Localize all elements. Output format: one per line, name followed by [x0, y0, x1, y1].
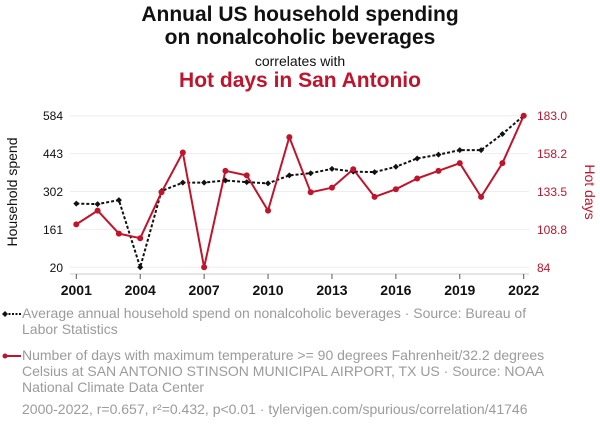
data-point-household-spend [286, 172, 293, 179]
data-point-hot-days [243, 172, 250, 179]
data-point-hot-days [328, 184, 335, 191]
data-point-hot-days [414, 175, 421, 182]
x-tick-label: 2019 [444, 282, 475, 298]
legend-marker-dotted-diamond-icon [2, 311, 21, 317]
data-point-household-spend [73, 200, 80, 207]
data-point-hot-days [179, 149, 186, 156]
data-point-household-spend [222, 177, 229, 184]
chart-title-line1: Annual US household spending [141, 3, 459, 26]
data-point-hot-days [286, 134, 293, 141]
data-point-household-spend [414, 155, 421, 162]
y-tick-label-left: 20 [50, 261, 64, 275]
x-tick-label: 2013 [316, 282, 347, 298]
y-tick-label-left: 302 [43, 185, 63, 199]
x-tick-label: 2007 [189, 282, 220, 298]
y-axis-right-label: Hot days [582, 164, 598, 219]
data-point-hot-days [222, 167, 229, 174]
legend-label-line2: Celsius at SAN ANTONIO STINSON MUNICIPAL… [22, 363, 545, 379]
data-point-household-spend [201, 179, 208, 186]
data-point-hot-days [307, 189, 314, 196]
data-point-hot-days [137, 235, 144, 242]
data-point-hot-days [435, 167, 442, 174]
legend-label-line3: National Climate Data Center [22, 379, 205, 395]
gridlines [70, 115, 529, 268]
chart-subtitle: correlates with [254, 53, 346, 69]
chart-title: Annual US household spending on nonalcoh… [0, 3, 600, 49]
data-point-hot-days [94, 207, 101, 214]
data-point-household-spend [478, 147, 485, 154]
data-point-household-spend [115, 197, 122, 204]
data-point-household-spend [137, 264, 144, 271]
data-point-hot-days [456, 160, 463, 167]
chart-title-line2: on nonalcoholic beverages [164, 26, 436, 49]
x-tick-label: 2010 [252, 282, 283, 298]
series-points [73, 112, 527, 271]
data-point-hot-days [392, 186, 399, 193]
x-tick-label: 2004 [125, 282, 156, 298]
series-line-household-spend [76, 114, 525, 269]
y-tick-label-left: 584 [43, 109, 63, 123]
data-point-hot-days [158, 189, 165, 196]
legend-marker-solid-circle-icon [2, 353, 21, 359]
legend-label-line2: Labor Statistics [22, 321, 118, 337]
data-point-household-spend [456, 147, 463, 154]
data-point-household-spend [179, 179, 186, 186]
series-lines [75, 114, 525, 269]
y-axis-left-label: Household spend [4, 138, 20, 247]
data-point-hot-days [201, 264, 208, 271]
data-point-household-spend [94, 201, 101, 208]
data-point-household-spend [371, 169, 378, 176]
data-point-hot-days [115, 230, 122, 237]
x-tick-label: 2016 [380, 282, 411, 298]
y-axis-right-ticks: 183.0 158.2 133.5 108.8 84 [537, 109, 567, 275]
y-tick-label-right: 84 [537, 261, 551, 275]
y-tick-label-right: 158.2 [537, 147, 567, 161]
legend-label-line1: Number of days with maximum temperature … [22, 347, 545, 363]
data-point-hot-days [265, 207, 272, 214]
line-chart: 584 443 302 161 20 183.0 158.2 133.5 108.8 84 20… [4, 109, 598, 298]
data-point-household-spend [328, 165, 335, 172]
data-point-hot-days [371, 193, 378, 200]
data-point-household-spend [243, 179, 250, 186]
footer-stats: 2000-2022, r=0.657, r²=0.432, p<0.01 · t… [22, 401, 528, 417]
data-point-household-spend [392, 163, 399, 170]
data-point-household-spend [435, 151, 442, 158]
data-point-hot-days [499, 160, 506, 167]
y-axis-left-ticks: 584 443 302 161 20 [43, 109, 63, 275]
x-tick-label: 2022 [508, 282, 539, 298]
x-tick-label: 2001 [61, 282, 92, 298]
x-axis: 2001 2004 2007 2010 2013 2016 2019 2022 [61, 273, 539, 298]
data-point-household-spend [307, 170, 314, 177]
y-tick-label-right: 183.0 [537, 109, 567, 123]
y-tick-label-left: 161 [43, 223, 63, 237]
data-point-household-spend [265, 180, 272, 187]
series-line-hot-days [75, 115, 525, 269]
y-tick-label-right: 108.8 [537, 223, 567, 237]
y-tick-label-right: 133.5 [537, 185, 567, 199]
data-point-hot-days [520, 112, 527, 119]
chart-title-secondary: Hot days in San Antonio [179, 69, 421, 92]
y-tick-label-left: 443 [43, 147, 63, 161]
data-point-household-spend [499, 130, 506, 137]
data-point-hot-days [350, 166, 357, 173]
data-point-hot-days [478, 193, 485, 200]
data-point-hot-days [73, 221, 80, 228]
legend-label-line1: Average annual household spend on nonalc… [22, 305, 527, 321]
